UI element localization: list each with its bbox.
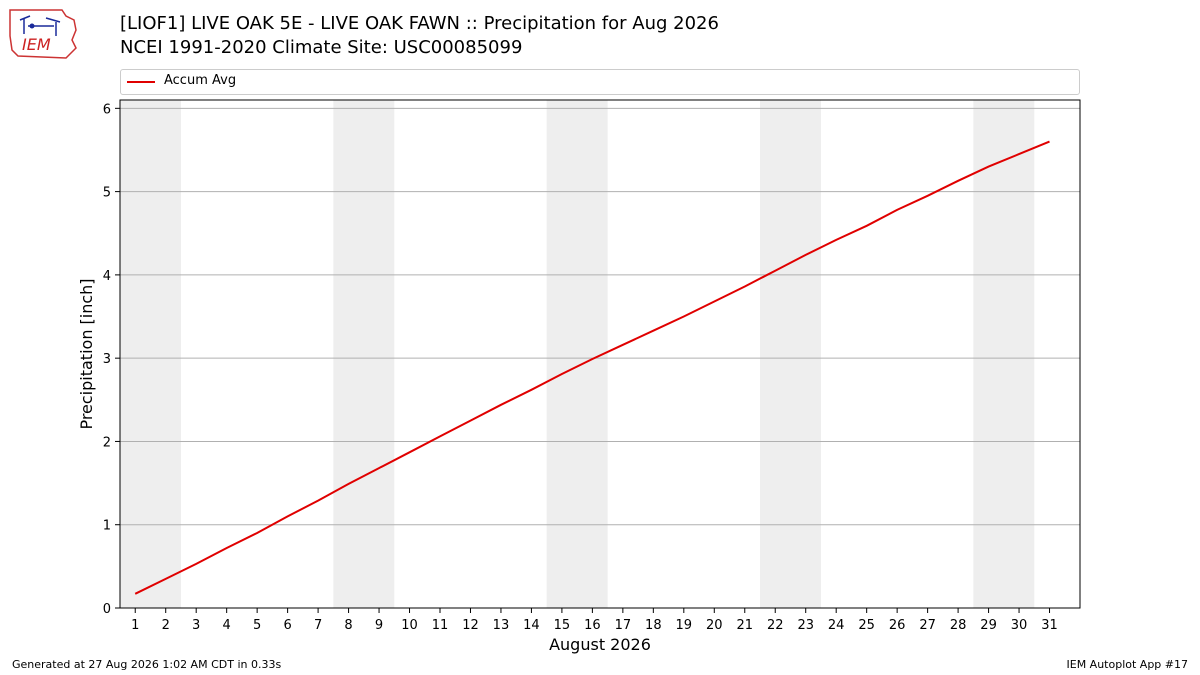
data-point-13 (500, 404, 502, 406)
y-tick-label-1: 1 (103, 519, 111, 534)
series-line-accum-avg (134, 140, 1050, 595)
data-point-29 (988, 166, 990, 168)
y-tick-label-3: 3 (103, 352, 111, 367)
data-point-25 (866, 225, 868, 227)
x-tick-label-24: 24 (828, 618, 845, 633)
data-point-15 (561, 373, 563, 375)
chart-subtitle: NCEI 1991-2020 Climate Site: USC00085099 (120, 37, 523, 58)
data-point-5 (256, 532, 258, 534)
data-point-3 (195, 563, 197, 565)
x-tick-label-11: 11 (432, 618, 449, 633)
x-tick-label-22: 22 (767, 618, 784, 633)
x-tick-label-14: 14 (523, 618, 540, 633)
plot-frame (119, 99, 1081, 609)
x-tick-label-21: 21 (736, 618, 753, 633)
data-point-7 (317, 500, 319, 502)
svg-text:IEM: IEM (22, 35, 51, 54)
data-point-2 (165, 578, 167, 580)
legend-label-accum-avg: Accum Avg (164, 73, 237, 88)
data-point-30 (1018, 153, 1020, 155)
x-tick-label-18: 18 (645, 618, 662, 633)
x-tick-label-28: 28 (950, 618, 967, 633)
x-tick-label-27: 27 (919, 618, 936, 633)
data-point-23 (805, 254, 807, 256)
weekend-band-3 (546, 100, 608, 608)
y-tick-label-6: 6 (103, 102, 111, 117)
weekend-band-5 (973, 100, 1035, 608)
y-tick-label-2: 2 (103, 435, 111, 450)
weekend-band-1 (120, 100, 181, 608)
x-tick-label-6: 6 (283, 618, 291, 633)
weekend-band-4 (760, 100, 821, 608)
x-tick-label-8: 8 (344, 618, 352, 633)
x-tick-label-2: 2 (162, 618, 170, 633)
data-point-4 (226, 547, 228, 549)
generated-timestamp: Generated at 27 Aug 2026 1:02 AM CDT in … (12, 658, 282, 671)
data-point-8 (348, 483, 350, 485)
x-tick-label-31: 31 (1041, 618, 1058, 633)
x-tick-label-16: 16 (584, 618, 601, 633)
x-tick-label-1: 1 (131, 618, 139, 633)
data-point-27 (927, 195, 929, 197)
data-point-9 (378, 467, 380, 469)
x-tick-label-7: 7 (314, 618, 322, 633)
data-point-24 (835, 239, 837, 241)
data-point-28 (957, 180, 959, 182)
data-point-20 (713, 301, 715, 303)
x-tick-label-5: 5 (253, 618, 261, 633)
x-tick-label-12: 12 (462, 618, 479, 633)
data-point-6 (287, 515, 289, 517)
legend-swatch-accum-avg (127, 81, 155, 83)
data-point-12 (469, 420, 471, 422)
x-tick-label-3: 3 (192, 618, 200, 633)
x-tick-label-15: 15 (554, 618, 571, 633)
weekend-band-2 (333, 100, 395, 608)
iem-logo: IEM (9, 9, 77, 59)
y-tick-label-0: 0 (103, 602, 111, 617)
x-tick-label-29: 29 (980, 618, 997, 633)
y-tick-label-4: 4 (103, 269, 111, 284)
data-point-10 (409, 451, 411, 453)
x-tick-label-23: 23 (797, 618, 814, 633)
x-tick-label-30: 30 (1011, 618, 1028, 633)
y-tick-label-5: 5 (103, 186, 111, 201)
data-point-1 (134, 593, 136, 595)
x-tick-label-20: 20 (706, 618, 723, 633)
app-credit: IEM Autoplot App #17 (1066, 658, 1189, 671)
data-point-11 (439, 435, 441, 437)
x-tick-label-4: 4 (223, 618, 231, 633)
chart-title: [LIOF1] LIVE OAK 5E - LIVE OAK FAWN :: P… (120, 13, 719, 34)
x-tick-label-10: 10 (401, 618, 418, 633)
data-point-21 (744, 286, 746, 288)
data-point-22 (774, 270, 776, 272)
data-point-26 (896, 209, 898, 211)
data-point-19 (683, 316, 685, 318)
x-tick-label-13: 13 (493, 618, 510, 633)
x-tick-label-17: 17 (615, 618, 632, 633)
y-axis-label: Precipitation [inch] (77, 278, 96, 429)
x-tick-label-19: 19 (676, 618, 693, 633)
x-axis-label: August 2026 (549, 635, 651, 654)
x-tick-label-26: 26 (889, 618, 906, 633)
data-point-14 (530, 389, 532, 391)
x-tick-label-9: 9 (375, 618, 383, 633)
legend: Accum Avg (120, 69, 1080, 95)
data-point-16 (591, 358, 593, 360)
data-point-17 (622, 344, 624, 346)
data-point-18 (652, 330, 654, 332)
data-point-31 (1049, 141, 1051, 143)
x-tick-label-25: 25 (858, 618, 875, 633)
